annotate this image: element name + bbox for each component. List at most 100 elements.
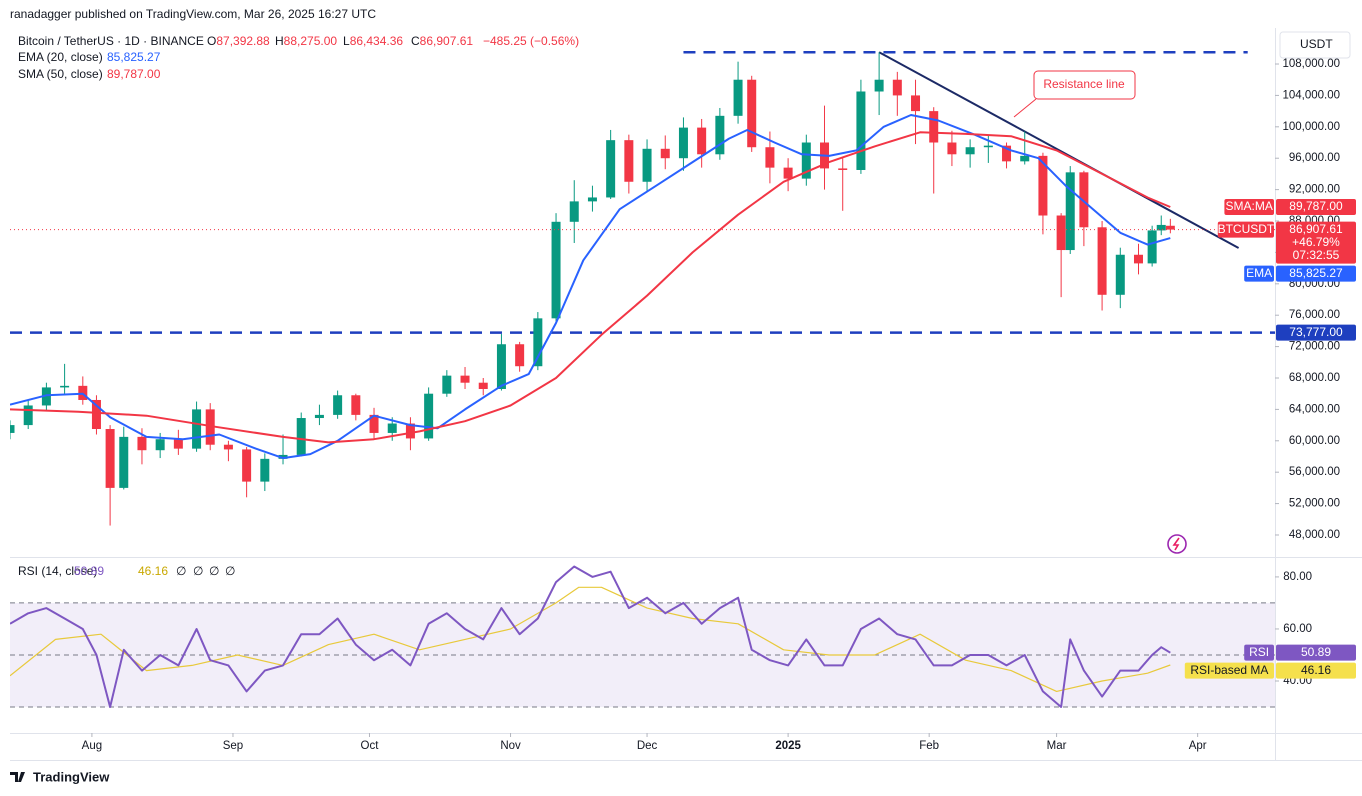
candle-body: [697, 127, 707, 155]
price-pane: [10, 50, 1275, 526]
currency[interactable]: USDT: [1300, 37, 1333, 51]
candle-body: [1156, 224, 1166, 231]
x-tick-label: Nov: [500, 740, 521, 752]
candle-body: [173, 439, 183, 449]
y-tick-label: 60,000.00: [1289, 435, 1340, 447]
y-tick-label: 92,000.00: [1289, 184, 1340, 196]
candle-body: [1115, 254, 1125, 295]
price-tag-value: 85,825.27: [1289, 266, 1343, 280]
y-tick-label: 68,000.00: [1289, 372, 1340, 384]
candle-body: [765, 147, 775, 168]
candle-body: [1165, 225, 1175, 230]
candle-body: [838, 168, 848, 170]
moving-average-line: [10, 131, 1171, 444]
ohlc-value: 87,392.88: [216, 34, 270, 48]
y-tick-label: 104,000.00: [1282, 89, 1340, 101]
indicator-value: 85,825.27: [107, 50, 161, 64]
price-tag: [1276, 324, 1356, 341]
candle-body: [260, 458, 270, 482]
candle-body: [333, 395, 343, 415]
ohlc-item: O87,392.88: [207, 34, 270, 48]
rsi-pane: [10, 565, 1275, 708]
published-by: ranadagger published on TradingView.com,…: [10, 7, 376, 21]
rsi-legend-value: ∅: [176, 564, 186, 578]
candle-body: [1133, 254, 1143, 264]
alert-icon[interactable]: [1167, 534, 1187, 554]
price-tag-value: 89,787.00: [1289, 199, 1343, 213]
y-tick-label: 48,000.00: [1289, 529, 1340, 541]
indicator-name: SMA (50, close): [18, 67, 103, 81]
candle-body: [314, 414, 324, 419]
candle-body: [387, 423, 397, 433]
candle-body: [23, 405, 33, 426]
resistance-line: [878, 51, 1240, 249]
candle-body: [801, 142, 811, 179]
candle-body: [496, 344, 506, 389]
ohlc-item: L86,434.36: [343, 34, 403, 48]
candle-body: [1079, 172, 1089, 228]
y-tick-label: 72,000.00: [1289, 341, 1340, 353]
candle-body: [41, 387, 51, 406]
tradingview-logo[interactable]: TradingView: [10, 769, 110, 784]
y-tick-label: 100,000.00: [1282, 121, 1340, 133]
candle-body: [278, 454, 288, 459]
price-tag: [1276, 221, 1356, 264]
candle-body: [205, 409, 215, 445]
candle-body: [892, 79, 902, 96]
candle-body: [874, 79, 884, 92]
candle-body: [947, 142, 957, 155]
candle-body: [1056, 215, 1066, 251]
price-tag-extra: +46.79%: [1292, 235, 1340, 249]
callout-box: [1033, 70, 1136, 100]
ohlc-item: H88,275.00: [275, 34, 337, 48]
candle-body: [606, 140, 616, 198]
rsi-legend-value: ∅: [225, 564, 235, 578]
candle-body: [533, 318, 543, 367]
rsi-legend-value: 46.16: [138, 564, 168, 578]
candle-body: [155, 439, 165, 451]
rsi-ma-line: [10, 586, 1171, 692]
candle-body: [733, 79, 743, 116]
price-tag-name-box: [1224, 198, 1274, 215]
candle-body: [515, 344, 525, 367]
ohlc-value: 86,434.36: [350, 34, 404, 48]
rsi-legend-value: ∅: [193, 564, 203, 578]
candle-body: [1097, 227, 1107, 295]
price-tag-value: 73,777.00: [1289, 325, 1343, 339]
y-tick-label: 56,000.00: [1289, 466, 1340, 478]
resistance-callout: Resistance line: [1013, 70, 1136, 118]
price-tag-value: 46.16: [1301, 663, 1331, 677]
price-tag-value: 50.89: [1301, 645, 1331, 659]
candle-body: [747, 79, 757, 148]
ohlc-value: −485.25 (−0.56%): [483, 34, 579, 48]
y-tick-label: 96,000.00: [1289, 152, 1340, 164]
candle-body: [1020, 155, 1030, 162]
candle-body: [965, 147, 975, 155]
rsi-legend-value: ∅: [209, 564, 219, 578]
candle-body: [405, 423, 415, 439]
candle-body: [1002, 145, 1012, 162]
candle-body: [137, 436, 147, 451]
candle-body: [242, 449, 252, 482]
callout-pointer: [1013, 98, 1037, 118]
candle-body: [351, 395, 361, 415]
candle-body: [587, 197, 597, 202]
candle-body: [911, 95, 921, 112]
candle-body: [783, 167, 793, 179]
price-tag-name: SMA:MA: [1226, 199, 1273, 213]
candle-body: [715, 115, 725, 155]
x-tick-label: Mar: [1047, 740, 1067, 752]
footer-brand[interactable]: TradingView: [33, 769, 110, 784]
indicator-value: 89,787.00: [107, 67, 161, 81]
candle-body: [91, 399, 101, 430]
candle-body: [660, 148, 670, 159]
price-tag-name: EMA: [1246, 266, 1272, 280]
rsi-title: RSI (14, close): [18, 564, 97, 578]
rsi-y-tick-label: 60.00: [1283, 623, 1312, 635]
price-tag: [1276, 644, 1356, 661]
price-tag: [1276, 662, 1356, 679]
price-tag-name-box: [1184, 662, 1274, 679]
currency-button[interactable]: [1279, 31, 1351, 59]
